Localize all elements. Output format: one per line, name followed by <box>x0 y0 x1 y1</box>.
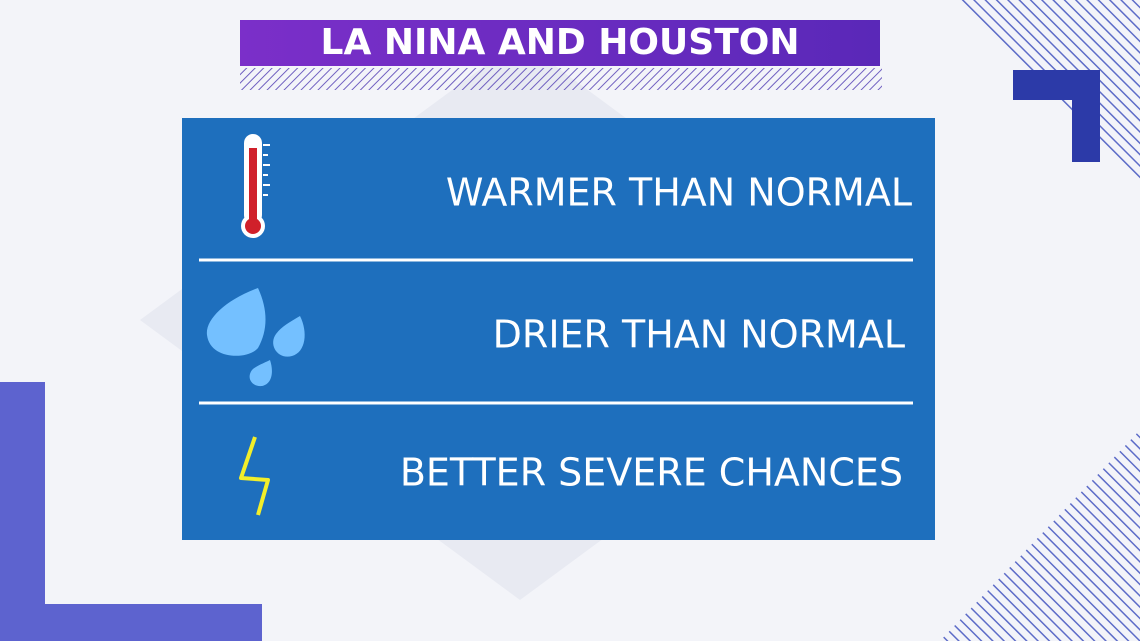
item-label: WARMER THAN NORMAL <box>446 171 912 215</box>
lightning-icon <box>239 436 270 516</box>
panel <box>182 118 935 540</box>
hatch-corner <box>940 430 1140 641</box>
corner-bracket <box>0 382 262 641</box>
title: LA NINA AND HOUSTON <box>321 22 800 63</box>
title-hatch <box>240 68 882 90</box>
item-label: DRIER THAN NORMAL <box>493 313 905 357</box>
drops-icon <box>206 288 305 387</box>
corner-bracket <box>1013 70 1100 162</box>
thermometer-icon <box>241 134 270 238</box>
item-label: BETTER SEVERE CHANCES <box>400 451 903 495</box>
title-bar <box>240 20 880 66</box>
